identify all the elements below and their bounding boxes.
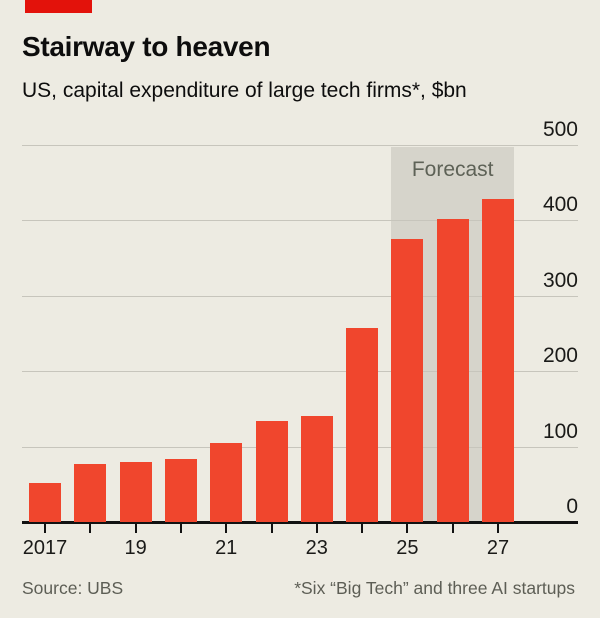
x-tick (134, 524, 137, 533)
x-tick (497, 524, 499, 533)
bar-2017 (29, 482, 61, 522)
bar-2023 (300, 416, 333, 522)
x-tick (270, 524, 273, 533)
x-tick (225, 524, 228, 533)
bar-2025 (391, 239, 424, 522)
bar-2020 (164, 458, 197, 522)
gridline (22, 295, 578, 297)
y-tick-label: 300 (542, 268, 578, 292)
bar-2019 (119, 461, 152, 522)
x-tick-label-2021: 21 (215, 537, 238, 559)
x-tick (179, 524, 182, 533)
bar-2018 (74, 463, 107, 522)
gridline (22, 220, 578, 222)
y-tick-label: 100 (542, 419, 578, 443)
x-tick-label-2025: 25 (396, 537, 419, 559)
forecast-label: Forecast (411, 158, 494, 181)
x-tick-label-2017: 2017 (22, 537, 68, 559)
gridline (22, 145, 578, 146)
x-tick (315, 524, 318, 533)
chart-subtitle: US, capital expenditure of large tech fi… (22, 79, 467, 102)
source-note: Source: UBS (22, 578, 124, 598)
y-tick-label: 500 (542, 118, 578, 141)
x-tick-label-2019: 19 (124, 537, 147, 559)
bar-2027 (482, 199, 514, 522)
x-axis-baseline (22, 521, 578, 524)
footnote: *Six “Big Tech” and three AI startups (294, 578, 575, 598)
x-tick (406, 524, 409, 533)
bar-2026 (436, 218, 469, 522)
gridline (22, 371, 578, 373)
y-tick-label: 200 (542, 344, 578, 368)
x-tick (89, 524, 92, 533)
bar-2022 (255, 420, 288, 522)
y-tick-label: 400 (542, 193, 578, 217)
bar-2024 (346, 328, 379, 522)
x-tick (44, 524, 46, 533)
x-tick (361, 524, 364, 533)
x-tick-label-2023: 23 (305, 537, 328, 559)
bar-2021 (210, 442, 243, 522)
chart-title: Stairway to heaven (22, 31, 271, 62)
x-tick (451, 524, 454, 533)
x-tick-label-2027: 27 (486, 537, 510, 559)
gridline (22, 446, 578, 448)
brand-red-tab (25, 0, 92, 13)
y-tick-label: 0 (566, 495, 578, 518)
